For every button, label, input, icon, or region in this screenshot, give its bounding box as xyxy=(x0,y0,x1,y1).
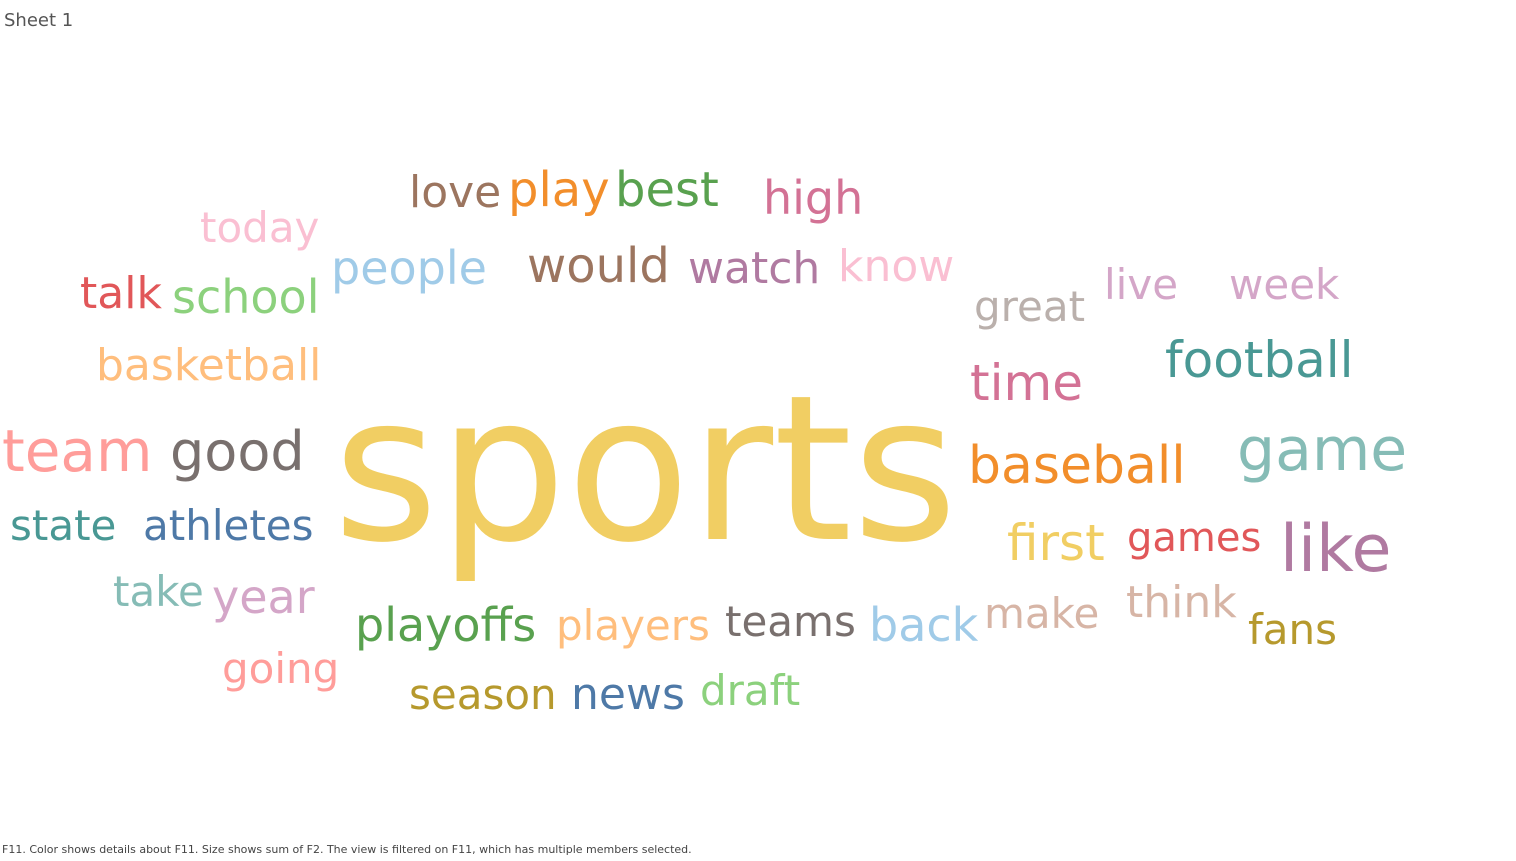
word-draft[interactable]: draft xyxy=(700,666,801,715)
word-season[interactable]: season xyxy=(409,670,557,719)
word-think[interactable]: think xyxy=(1126,577,1237,628)
word-year[interactable]: year xyxy=(212,570,315,624)
word-play[interactable]: play xyxy=(508,162,610,218)
word-players[interactable]: players xyxy=(556,601,710,650)
word-first[interactable]: first xyxy=(1007,514,1105,572)
word-team[interactable]: team xyxy=(2,417,153,485)
sheet-title: Sheet 1 xyxy=(4,10,74,31)
word-basketball[interactable]: basketball xyxy=(96,340,322,391)
word-back[interactable]: back xyxy=(869,598,979,652)
word-take[interactable]: take xyxy=(113,567,204,616)
chart-caption: F11. Color shows details about F11. Size… xyxy=(2,843,692,856)
word-time[interactable]: time xyxy=(970,354,1083,412)
word-high[interactable]: high xyxy=(763,171,864,225)
word-people[interactable]: people xyxy=(331,241,487,295)
word-talk[interactable]: talk xyxy=(80,268,162,319)
word-love[interactable]: love xyxy=(409,167,502,218)
word-going[interactable]: going xyxy=(222,644,340,693)
word-like[interactable]: like xyxy=(1280,512,1392,587)
word-make[interactable]: make xyxy=(984,589,1100,638)
word-sports[interactable]: sports xyxy=(333,351,958,587)
word-best[interactable]: best xyxy=(615,162,719,218)
word-baseball[interactable]: baseball xyxy=(968,436,1186,496)
word-week[interactable]: week xyxy=(1229,260,1340,309)
word-would[interactable]: would xyxy=(527,238,670,294)
word-today[interactable]: today xyxy=(200,203,320,252)
word-playoffs[interactable]: playoffs xyxy=(355,598,537,652)
word-teams[interactable]: teams xyxy=(725,597,856,646)
word-live[interactable]: live xyxy=(1104,260,1179,309)
word-news[interactable]: news xyxy=(571,669,685,720)
word-watch[interactable]: watch xyxy=(688,243,821,294)
word-football[interactable]: football xyxy=(1165,331,1354,389)
word-good[interactable]: good xyxy=(170,420,305,483)
word-game[interactable]: game xyxy=(1237,415,1408,485)
word-athletes[interactable]: athletes xyxy=(143,501,314,550)
word-games[interactable]: games xyxy=(1127,515,1262,561)
word-fans[interactable]: fans xyxy=(1248,605,1338,654)
word-school[interactable]: school xyxy=(172,270,320,324)
word-know[interactable]: know xyxy=(838,241,955,292)
word-cloud: sports game like team good baseball football wo… xyxy=(2,162,1408,720)
word-great[interactable]: great xyxy=(974,282,1086,331)
word-state[interactable]: state xyxy=(10,501,117,550)
